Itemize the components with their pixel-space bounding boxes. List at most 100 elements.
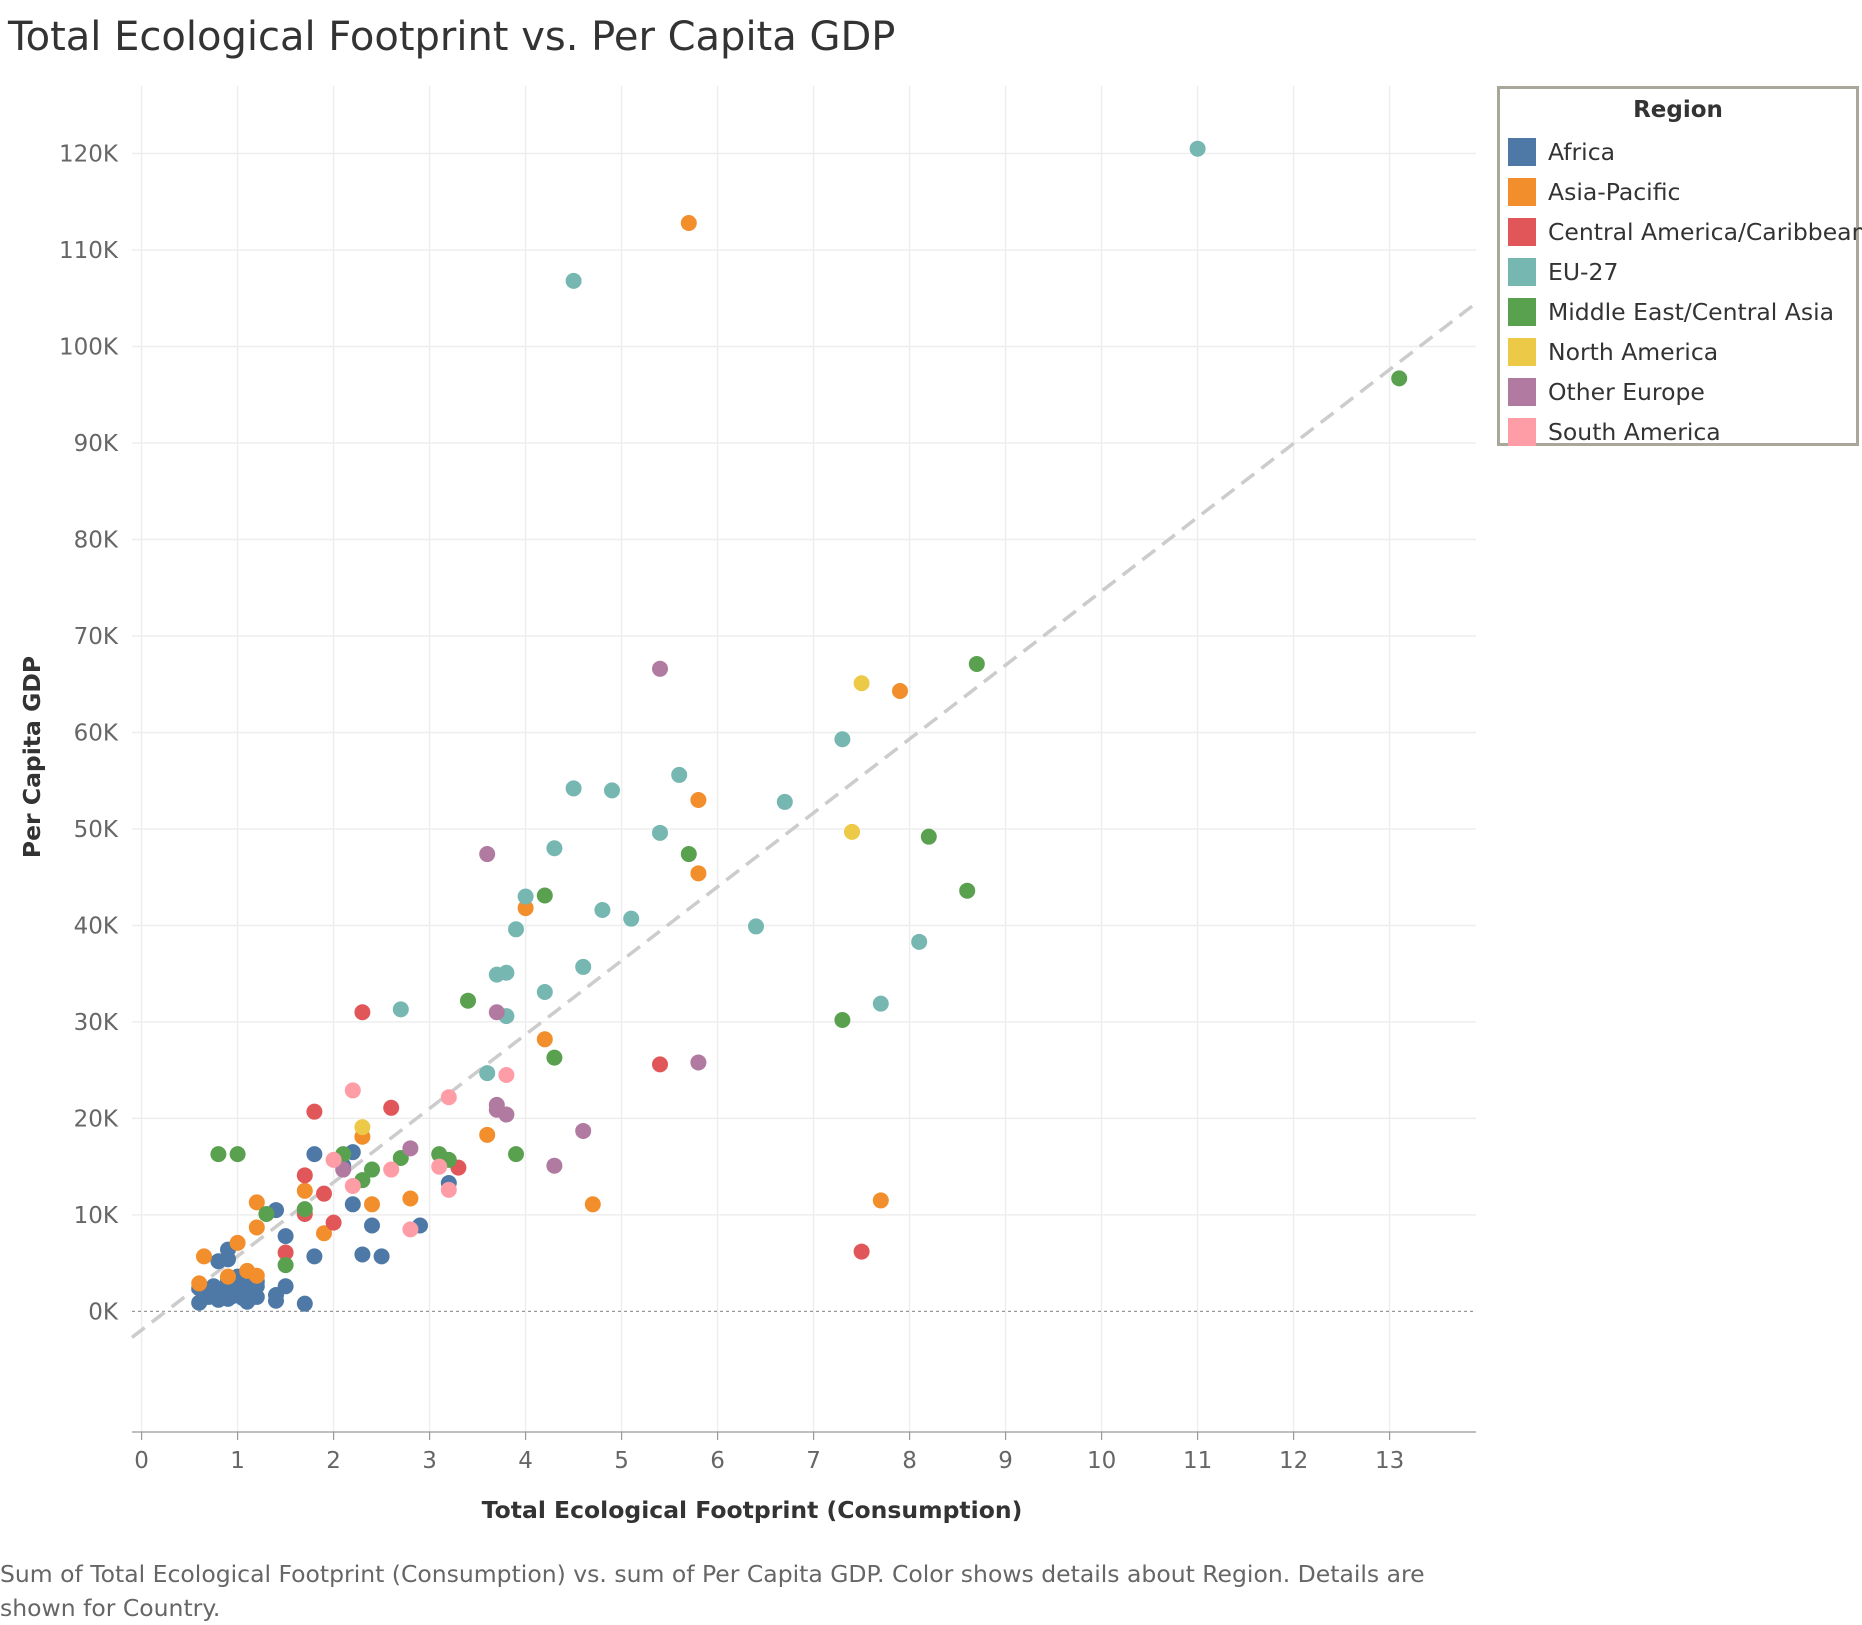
data-point <box>488 1004 505 1021</box>
data-point <box>277 1228 294 1245</box>
legend-swatch <box>1508 258 1536 286</box>
x-tick-label: 9 <box>998 1448 1013 1474</box>
data-point <box>325 1151 342 1168</box>
data-point <box>277 1244 294 1261</box>
data-point <box>508 1146 524 1163</box>
data-point <box>229 1234 246 1251</box>
data-point <box>344 1196 361 1213</box>
data-point <box>844 823 860 840</box>
data-point <box>306 1146 323 1163</box>
data-point <box>546 840 563 857</box>
legend-item[interactable]: EU-27 <box>1508 257 1618 287</box>
data-point <box>853 675 870 692</box>
y-tick-label: 120K <box>59 142 119 168</box>
legend: Region Africa Asia-Pacific Central America… <box>1497 86 1862 447</box>
data-point <box>565 780 582 797</box>
data-point <box>277 1278 294 1295</box>
y-tick-label: 10K <box>74 1203 119 1229</box>
x-tick-label: 1 <box>230 1448 245 1474</box>
data-point <box>344 1177 361 1194</box>
data-point <box>594 902 611 919</box>
legend-item[interactable]: Middle East/Central Asia <box>1508 297 1834 327</box>
data-point <box>191 1275 208 1292</box>
legend-label: Other Europe <box>1548 378 1705 406</box>
data-point <box>460 992 476 1009</box>
legend-label: Central America/Caribbean <box>1548 218 1862 246</box>
legend-item[interactable]: Africa <box>1508 137 1615 167</box>
data-point <box>872 995 889 1012</box>
data-point <box>853 1243 870 1260</box>
legend-swatch <box>1508 178 1536 206</box>
trend-line <box>130 301 1478 1339</box>
x-tick-label: 4 <box>518 1448 533 1474</box>
x-tick-label: 3 <box>422 1448 437 1474</box>
y-tick-label: 90K <box>74 431 119 457</box>
x-tick-label: 8 <box>902 1448 917 1474</box>
legend-title: Region <box>1633 97 1723 123</box>
data-point <box>680 215 697 232</box>
data-point <box>680 846 697 863</box>
data-point <box>196 1248 212 1265</box>
data-point <box>354 1119 371 1136</box>
x-axis-title: Total Ecological Footprint (Consumption) <box>482 1496 1023 1524</box>
y-tick-label: 80K <box>74 527 119 553</box>
legend-swatch <box>1508 338 1536 366</box>
x-tick-label: 12 <box>1279 1448 1308 1474</box>
data-point <box>392 1001 409 1018</box>
x-tick-label: 2 <box>326 1448 341 1474</box>
data-point <box>364 1217 380 1234</box>
data-point <box>968 655 985 672</box>
data-point <box>776 793 793 810</box>
data-point <box>536 984 553 1001</box>
data-point <box>344 1082 361 1099</box>
data-point <box>316 1185 332 1202</box>
data-point <box>834 731 851 748</box>
legend-item[interactable]: South America <box>1508 417 1721 447</box>
data-point <box>325 1214 342 1231</box>
x-tick-label: 13 <box>1375 1448 1404 1474</box>
legend-label: South America <box>1548 418 1721 446</box>
legend-item[interactable]: Other Europe <box>1508 377 1705 407</box>
data-point <box>479 1065 496 1082</box>
data-point <box>354 1246 371 1263</box>
data-point <box>479 846 496 863</box>
legend-label: Middle East/Central Asia <box>1548 298 1835 326</box>
data-point <box>316 1225 332 1242</box>
data-point <box>354 1004 371 1021</box>
legend-label: Asia-Pacific <box>1548 178 1681 206</box>
chart-title: Total Ecological Footprint vs. Per Capit… <box>8 14 896 60</box>
data-point <box>892 682 908 699</box>
y-tick-label: 60K <box>74 720 119 746</box>
data-point <box>220 1268 236 1285</box>
legend-item[interactable]: Asia-Pacific <box>1508 177 1680 207</box>
y-tick-label: 50K <box>74 817 119 843</box>
x-tick-label: 11 <box>1183 1448 1212 1474</box>
data-point <box>364 1161 380 1178</box>
y-tick-label: 30K <box>74 1010 119 1036</box>
data-point <box>498 1066 515 1083</box>
data-point <box>383 1161 400 1178</box>
y-tick-label: 0K <box>88 1299 119 1325</box>
x-tick-label: 6 <box>710 1448 725 1474</box>
data-point <box>1189 140 1206 157</box>
legend-swatch <box>1508 138 1536 166</box>
data-point <box>652 660 668 677</box>
data-point <box>402 1190 419 1207</box>
data-point <box>748 918 764 935</box>
data-point <box>652 1056 668 1073</box>
data-point <box>690 1054 707 1071</box>
data-point <box>296 1182 313 1199</box>
legend-swatch <box>1508 298 1536 326</box>
data-point <box>296 1167 313 1184</box>
data-point <box>440 1181 457 1198</box>
legend-item[interactable]: North America <box>1508 337 1718 367</box>
data-point <box>536 887 553 904</box>
data-point <box>431 1158 448 1175</box>
data-point <box>508 921 524 938</box>
data-point <box>364 1196 380 1213</box>
data-point <box>258 1205 275 1222</box>
legend-swatch <box>1508 218 1536 246</box>
data-point <box>671 766 688 783</box>
legend-item[interactable]: Central America/Caribbean <box>1508 217 1862 247</box>
